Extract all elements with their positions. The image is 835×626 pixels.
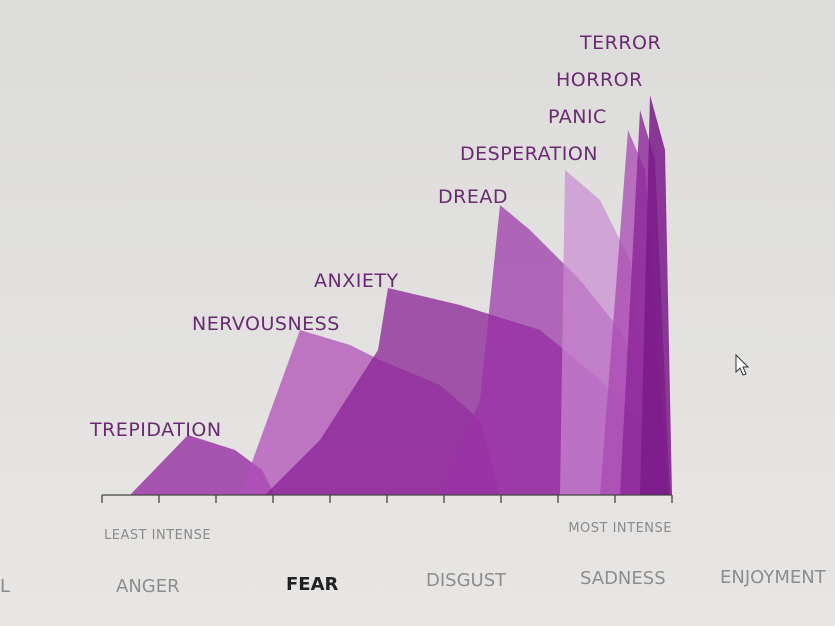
- axis-label-start: LEAST INTENSE: [104, 528, 211, 543]
- state-label: DESPERATION: [460, 143, 598, 165]
- state-label: DREAD: [438, 186, 508, 208]
- tab[interactable]: SADNESS: [580, 568, 666, 589]
- state-label: TREPIDATION: [89, 419, 222, 441]
- terror-area[interactable]: [640, 95, 672, 495]
- tab[interactable]: ENJOYMENT: [720, 567, 827, 588]
- state-label: HORROR: [556, 69, 643, 91]
- intensity-axis: [101, 494, 673, 503]
- trepidation-area[interactable]: [130, 435, 275, 495]
- tab[interactable]: ANGER: [116, 576, 180, 597]
- state-label: ANXIETY: [314, 270, 399, 292]
- tab[interactable]: L: [0, 576, 10, 597]
- tab-active[interactable]: FEAR: [286, 574, 339, 595]
- state-label: PANIC: [548, 106, 607, 128]
- axis-label-end: MOST INTENSE: [568, 521, 672, 536]
- state-label: TERROR: [579, 32, 661, 54]
- tab[interactable]: DISGUST: [426, 570, 507, 591]
- state-label: NERVOUSNESS: [192, 313, 340, 335]
- state-areas: [130, 95, 672, 495]
- cursor: [735, 353, 750, 376]
